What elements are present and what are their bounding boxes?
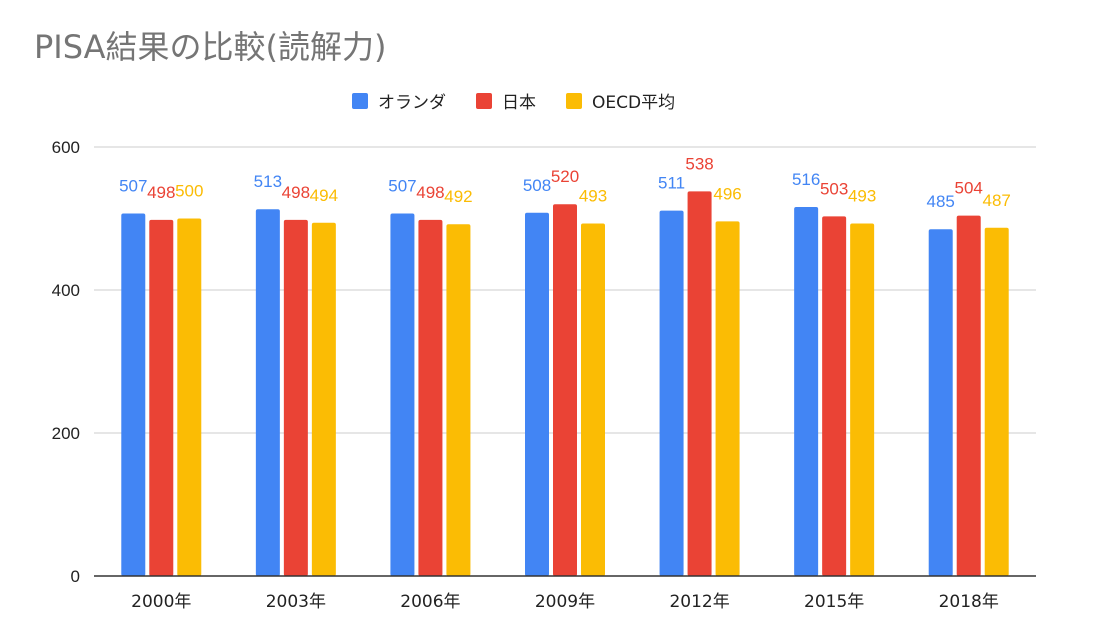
legend: オランダ 日本 OECD平均 (352, 88, 705, 113)
bar (687, 191, 712, 576)
y-tick-label: 0 (71, 567, 80, 586)
bar (794, 207, 819, 576)
data-label: 493 (848, 187, 876, 206)
data-label: 511 (658, 174, 685, 193)
bar (283, 219, 308, 576)
bar (956, 215, 981, 576)
bar (553, 204, 577, 576)
legend-swatch-netherlands (352, 92, 368, 109)
legend-item-oecd: OECD平均 (566, 88, 675, 113)
data-label: 504 (955, 179, 983, 198)
data-label: 508 (523, 176, 551, 195)
bar (255, 209, 280, 576)
data-label: 487 (983, 191, 1011, 210)
bar (850, 223, 875, 576)
bar (822, 216, 847, 577)
data-label: 498 (147, 183, 175, 202)
data-label: 513 (254, 172, 282, 191)
chart-title: PISA結果の比較(読解力) (34, 28, 387, 66)
bar (984, 227, 1009, 577)
x-tick-label: 2003年 (266, 592, 326, 612)
legend-item-japan: 日本 (476, 88, 536, 113)
bar (581, 223, 605, 576)
bar (659, 210, 684, 576)
y-tick-label: 600 (52, 138, 80, 157)
bar (149, 219, 174, 576)
data-label: 507 (119, 176, 147, 195)
x-tick-label: 2000年 (131, 592, 191, 612)
data-label: 498 (416, 183, 444, 202)
x-tick-label: 2015年 (804, 592, 864, 612)
bar (525, 212, 549, 576)
bar (715, 221, 740, 577)
data-label: 485 (927, 192, 955, 211)
data-label: 494 (310, 186, 338, 205)
data-label: 520 (551, 167, 579, 186)
bar (446, 224, 471, 576)
y-tick-label: 200 (52, 424, 80, 443)
data-label: 500 (175, 182, 203, 201)
bar (390, 213, 415, 576)
bar (121, 213, 146, 576)
legend-swatch-japan (476, 92, 492, 109)
axes: 0 200 400 600 2000年 2003年 2006年 2009年 2012年 2015年… (52, 138, 1036, 612)
data-label: 498 (282, 183, 310, 202)
legend-label-japan: 日本 (502, 93, 536, 113)
bar (311, 222, 336, 577)
legend-swatch-oecd (566, 92, 582, 109)
legend-label-oecd: OECD平均 (592, 93, 676, 113)
bar (177, 218, 202, 576)
legend-item-netherlands: オランダ (352, 88, 446, 113)
x-tick-label: 2018年 (939, 592, 999, 612)
y-tick-label: 400 (52, 281, 80, 300)
data-label: 507 (388, 176, 416, 195)
bars (121, 191, 1009, 577)
data-label: 496 (713, 184, 741, 203)
x-tick-label: 2009年 (535, 592, 595, 612)
data-label: 503 (820, 179, 848, 198)
bar (928, 229, 953, 576)
data-label: 516 (792, 170, 820, 189)
legend-label-netherlands: オランダ (378, 93, 446, 113)
x-tick-label: 2012年 (669, 592, 729, 612)
bar (418, 219, 443, 576)
data-label: 493 (579, 187, 607, 206)
data-label: 492 (444, 187, 472, 206)
x-tick-label: 2006年 (400, 592, 460, 612)
data-label: 538 (685, 154, 713, 173)
